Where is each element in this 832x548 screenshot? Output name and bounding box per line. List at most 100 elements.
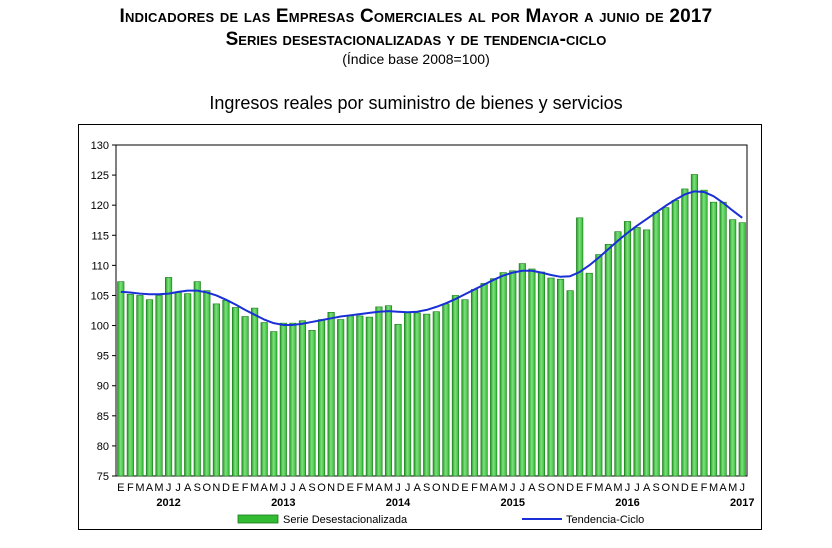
x-tick-label: A [528, 482, 536, 494]
x-tick-label: D [681, 482, 689, 494]
x-tick-label: M [499, 482, 508, 494]
x-tick-label: A [184, 482, 192, 494]
x-tick-label: F [701, 482, 708, 494]
index-base-note: (Índice base 2008=100) [342, 51, 490, 67]
x-tick-label: E [347, 482, 354, 494]
x-tick-label: E [117, 482, 124, 494]
bar [136, 295, 144, 477]
x-year-label: 2017 [730, 497, 754, 509]
x-tick-label: O [661, 482, 670, 494]
bar [432, 311, 440, 477]
x-tick-label: E [691, 482, 698, 494]
bar [470, 289, 479, 477]
x-tick-label: M [728, 482, 737, 494]
bar [165, 277, 173, 477]
y-tick-label: 85 [97, 411, 109, 423]
bar [308, 330, 316, 477]
chart-title: Ingresos reales por suministro de bienes… [209, 93, 623, 113]
x-tick-label: N [671, 482, 679, 494]
bar [719, 201, 727, 477]
x-tick-label: F [586, 482, 593, 494]
bar [298, 320, 306, 477]
x-tick-label: F [242, 482, 249, 494]
x-tick-label: A [375, 482, 383, 494]
bar [318, 319, 326, 477]
bar [260, 322, 268, 477]
bar [203, 290, 211, 477]
x-tick-label: S [423, 482, 430, 494]
bar [126, 293, 134, 477]
x-tick-label: M [365, 482, 374, 494]
bar [327, 312, 335, 477]
x-tick-label: A [146, 482, 154, 494]
bar [279, 322, 287, 477]
x-tick-label: O [547, 482, 556, 494]
bar [738, 222, 746, 477]
bar [595, 254, 603, 477]
x-tick-label: M [479, 482, 488, 494]
x-tick-label: N [442, 482, 450, 494]
x-tick-label: M [269, 482, 278, 494]
y-tick-label: 100 [91, 321, 109, 333]
bar [633, 227, 641, 477]
x-tick-label: S [308, 482, 315, 494]
x-tick-label: D [566, 482, 574, 494]
x-tick-label: E [232, 482, 239, 494]
x-tick-label: D [337, 482, 345, 494]
x-year-label: 2012 [156, 497, 180, 509]
bar [729, 219, 737, 477]
bar [576, 217, 584, 477]
bar [566, 290, 574, 477]
x-tick-label: O [203, 482, 212, 494]
x-tick-label: J [395, 482, 401, 494]
bar [384, 305, 393, 477]
bar [413, 312, 421, 477]
bar [442, 303, 450, 477]
bar [346, 315, 354, 477]
x-tick-label: M [135, 482, 144, 494]
x-year-label: 2013 [271, 497, 295, 509]
x-tick-label: N [212, 482, 220, 494]
x-tick-label: A [490, 482, 498, 494]
bar [490, 278, 498, 477]
x-tick-label: J [290, 482, 296, 494]
x-tick-label: M [613, 482, 622, 494]
x-tick-label: A [719, 482, 727, 494]
y-axis: 75 80 85 90 95 100 105 110 115 120 125 130 [91, 140, 116, 483]
x-tick-label: F [356, 482, 363, 494]
bar [547, 277, 555, 477]
bar [480, 283, 488, 477]
x-tick-label: M [154, 482, 163, 494]
x-tick-label: F [127, 482, 134, 494]
bar [270, 331, 278, 477]
x-tick-label: S [653, 482, 660, 494]
page-subtitle: Series desestacionalizadas y de tendenci… [225, 29, 607, 50]
bar [184, 293, 192, 477]
y-tick-label: 125 [91, 170, 109, 182]
bar [375, 306, 383, 477]
trend-series [120, 190, 743, 326]
bar [404, 312, 412, 477]
x-tick-label: J [405, 482, 411, 494]
bar [174, 292, 182, 477]
x-tick-label: M [250, 482, 259, 494]
bar [499, 272, 507, 477]
x-tick-label: N [557, 482, 565, 494]
x-tick-label: J [281, 482, 287, 494]
bar [241, 316, 249, 477]
bar [518, 263, 526, 477]
y-tick-label: 105 [91, 290, 109, 302]
plot-area [115, 144, 748, 477]
x-tick-label: A [299, 482, 307, 494]
x-tick-label: D [451, 482, 459, 494]
x-tick-label: D [222, 482, 230, 494]
bar [193, 281, 201, 477]
x-tick-label: J [634, 482, 640, 494]
y-tick-label: 115 [91, 230, 109, 242]
x-tick-label: A [413, 482, 421, 494]
legend: Serie Desestacionalizada Tendencia-Ciclo [237, 514, 644, 526]
bar [690, 174, 698, 477]
bar [557, 278, 565, 477]
bar [212, 303, 220, 477]
x-tick-label: N [327, 482, 335, 494]
